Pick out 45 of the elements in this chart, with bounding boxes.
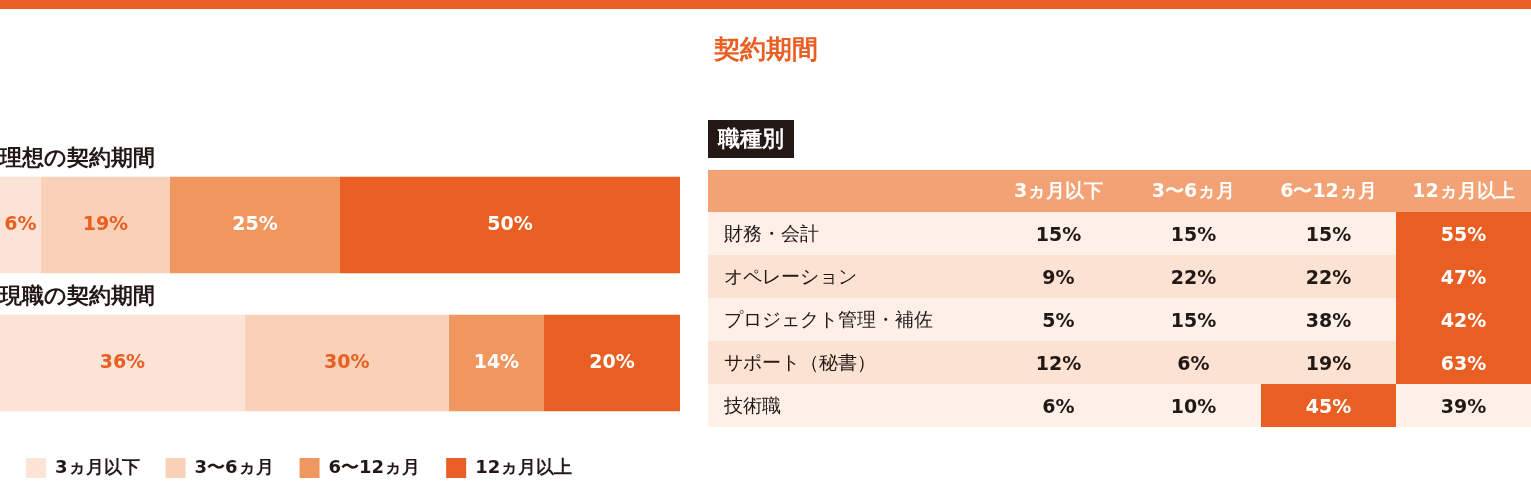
legend-label: 6〜12ヵ月 [328, 455, 421, 477]
data-label: 25% [232, 211, 278, 234]
data-label: 42% [1396, 298, 1531, 341]
data-label: 22% [1304, 264, 1353, 290]
data-label: 63% [1396, 341, 1531, 384]
legend-label: 12ヵ月以上 [475, 455, 573, 477]
y-tick-label: 財務・会計 [723, 220, 820, 246]
x-tick-label: 3〜6ヵ月 [1150, 178, 1237, 203]
data-label: 39% [1439, 393, 1488, 419]
text: 契約期間 [712, 33, 819, 66]
x-tick-label: 6〜12ヵ月 [1279, 178, 1378, 203]
y-tick-label: 技術職 [723, 392, 782, 418]
data-label: 55% [1396, 212, 1531, 255]
data-label: 19% [1304, 350, 1353, 376]
data-label: 9% [1041, 264, 1076, 290]
text: 職種別 [708, 120, 794, 158]
x-tick-label: 12ヵ月以上 [1411, 178, 1516, 203]
data-label: 50% [487, 211, 533, 234]
data-label: 45% [1261, 384, 1396, 427]
data-label: 6% [1176, 350, 1211, 376]
data-label: 15% [1034, 221, 1083, 247]
x-tick-label: 3ヵ月以下 [1012, 178, 1105, 203]
data-label: 22% [1169, 264, 1218, 290]
data-label: 20% [589, 349, 635, 372]
y-tick-label: オペレーション [723, 263, 858, 289]
data-label: 6% [4, 211, 37, 234]
y-tick-label: 現職の契約期間 [0, 283, 155, 309]
data-label: 10% [1169, 393, 1218, 419]
data-label: 15% [1304, 221, 1353, 247]
legend-label: 3ヵ月以下 [55, 455, 140, 477]
data-label: 15% [1169, 307, 1218, 333]
legend-label: 3〜6ヵ月 [194, 455, 274, 477]
data-label: 36% [99, 349, 146, 372]
data-label: 38% [1304, 307, 1353, 333]
data-label: 47% [1396, 255, 1531, 298]
data-label: 12% [1034, 350, 1083, 376]
y-tick-label: 理想の契約期間 [0, 145, 155, 171]
y-tick-label: プロジェクト管理・補佐 [723, 306, 934, 332]
data-label: 6% [1041, 393, 1076, 419]
data-label: 15% [1169, 221, 1218, 247]
data-label: 19% [82, 211, 129, 234]
data-label: 30% [324, 349, 370, 372]
data-label: 14% [473, 349, 520, 372]
y-tick-label: サポート（秘書） [723, 349, 877, 375]
data-label: 5% [1041, 307, 1076, 333]
